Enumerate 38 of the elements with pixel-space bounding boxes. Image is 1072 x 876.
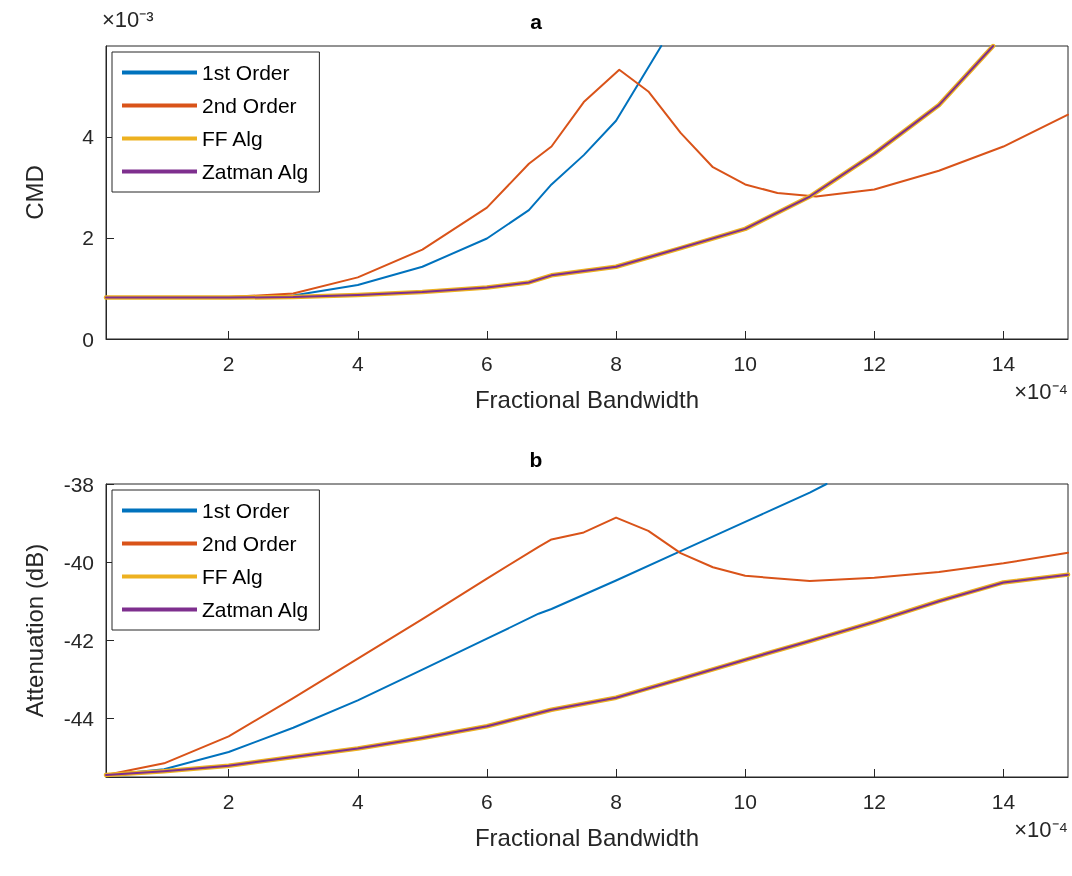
- legend-label: 1st Order: [202, 499, 290, 522]
- x-axis-title: Fractional Bandwidth: [474, 823, 700, 851]
- y-tick-label: 0: [82, 327, 94, 351]
- chart-title: a: [530, 10, 543, 33]
- text: ×10⁻⁴: [1014, 816, 1069, 842]
- x-tick-label: 10: [733, 352, 757, 375]
- legend-label: Zatman Alg: [202, 598, 309, 621]
- x-axis-title: Fractional Bandwidth: [474, 385, 700, 413]
- x-tick-label: 2: [222, 790, 235, 813]
- y-axis-title: Attenuation (dB): [20, 543, 48, 718]
- x-tick-label: 12: [862, 790, 886, 813]
- x-tick-label: 2: [222, 352, 235, 375]
- y-axis-title: CMD: [20, 165, 48, 220]
- x-tick-label: 8: [610, 352, 622, 375]
- legend-label: 2nd Order: [202, 532, 297, 555]
- legend-label: 2nd Order: [202, 94, 297, 117]
- x-tick-label: 4: [351, 352, 364, 375]
- y-tick-label: -44: [63, 706, 95, 730]
- y-tick-label: 2: [82, 226, 94, 250]
- x-tick-label: 10: [733, 790, 757, 813]
- x-tick-label: 14: [991, 790, 1016, 813]
- x-tick-label: 6: [481, 790, 493, 813]
- x-tick-label: 8: [610, 790, 622, 813]
- text: ×10⁻³: [102, 6, 154, 32]
- x-tick-label: 6: [481, 352, 493, 375]
- legend-label: FF Alg: [202, 127, 263, 150]
- text: ×10⁻⁴: [1014, 378, 1069, 404]
- legend-label: Zatman Alg: [202, 160, 309, 183]
- x-tick-label: 4: [351, 790, 364, 813]
- x-tick-label: 12: [862, 352, 886, 375]
- y-tick-label: -40: [63, 550, 94, 574]
- chart-title: b: [529, 448, 543, 471]
- y-tick-label: -42: [63, 628, 94, 652]
- x-tick-label: 14: [991, 352, 1016, 375]
- y-tick-label: -38: [63, 472, 94, 496]
- legend-label: 1st Order: [202, 61, 290, 84]
- y-tick-label: 4: [82, 125, 95, 149]
- legend-label: FF Alg: [202, 565, 263, 588]
